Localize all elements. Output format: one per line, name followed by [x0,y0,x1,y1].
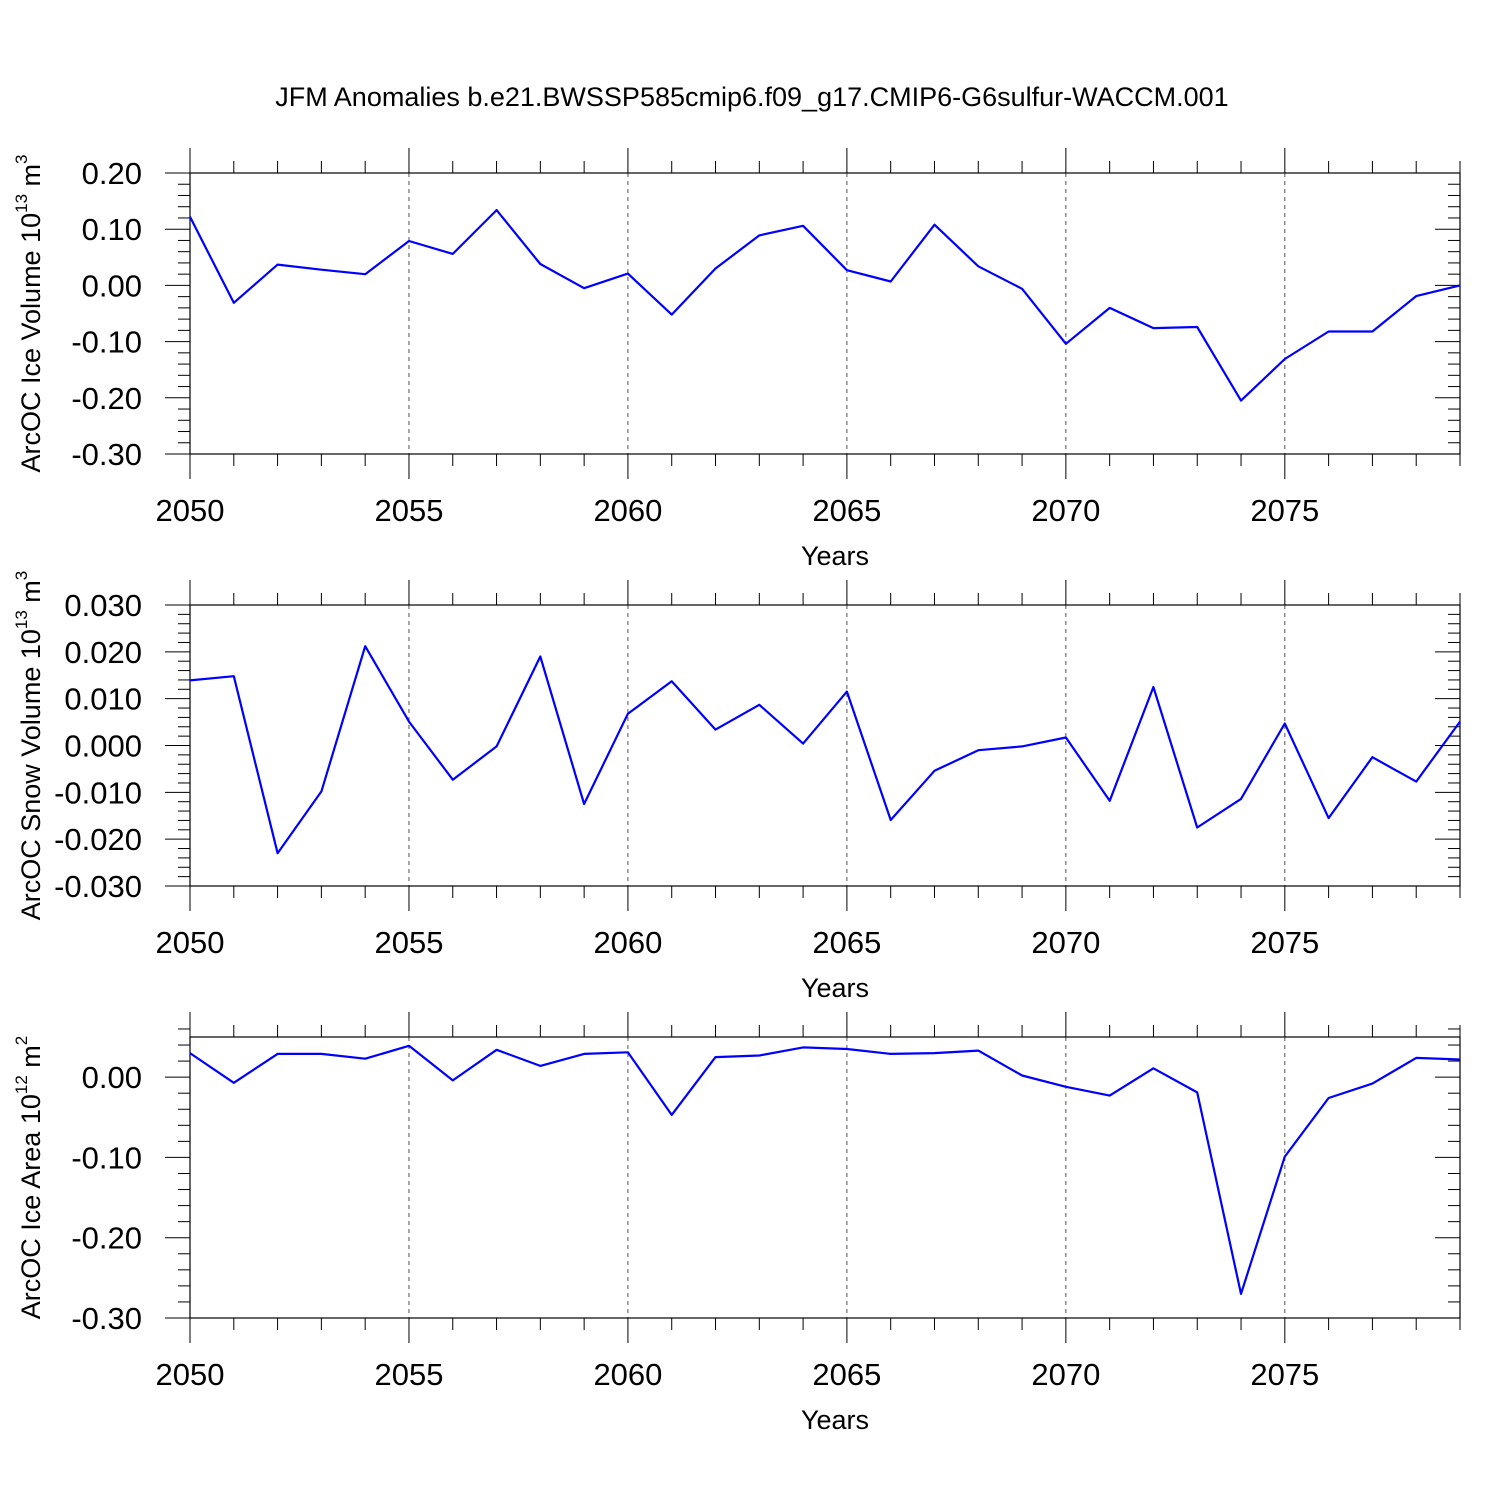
x-tick-label: 2055 [374,1357,443,1392]
x-tick-label: 2060 [593,925,662,960]
y-tick-label: -0.10 [71,1140,142,1175]
x-tick-label: 2050 [156,493,225,528]
y-tick-label: 0.020 [64,635,142,670]
y-axis-label-unit: m [16,580,46,610]
y-axis-label-unit: m [16,1045,46,1075]
x-tick-label: 2055 [374,925,443,960]
y-tick-label: -0.20 [71,381,142,416]
plot-frame [189,172,1461,455]
series-line [189,1044,1461,1296]
y-tick-label: 0.00 [82,1060,142,1095]
plot-frame [189,604,1461,887]
x-tick-label: 2065 [812,493,881,528]
y-tick-label: -0.30 [71,437,142,472]
panel-3: 2050 2055 2060 2065 2070 2075 Years -0.30 -0.20 -… [12,1012,1461,1435]
plot-frame [189,1036,1461,1319]
y-axis-label-exponent: 12 [12,1075,31,1094]
y-tick-label: 0.010 [64,682,142,717]
x-tick-label: 2065 [812,1357,881,1392]
y-tick-label: 0.20 [82,156,142,191]
y-axis-label-exponent: 13 [12,194,31,213]
x-tick-label: 2055 [374,493,443,528]
series-line [189,645,1461,855]
y-tick-label: -0.10 [71,325,142,360]
x-tick-label: 2075 [1250,925,1319,960]
y-axis-label-exponent: 13 [12,610,31,629]
x-tick-label: 2050 [156,1357,225,1392]
y-axis-label-unit: m [16,164,46,194]
y-axis-label: ArcOC Ice Volume 1013 m3 [12,154,46,472]
y-axis-label: ArcOC Snow Volume 1013 m3 [12,571,46,921]
series-line [189,209,1461,402]
figure-title: JFM Anomalies b.e21.BWSSP585cmip6.f09_g1… [275,82,1228,112]
x-axis-label: Years [801,1405,869,1435]
y-tick-label: -0.020 [54,822,142,857]
y-tick-label: 0.10 [82,212,142,247]
x-tick-label: 2050 [156,925,225,960]
x-tick-label: 2070 [1031,1357,1100,1392]
y-tick-label: -0.030 [54,869,142,904]
y-axis-label-text: ArcOC Ice Volume 10 [16,213,46,473]
y-tick-label: 0.030 [64,588,142,623]
x-axis-label: Years [801,973,869,1003]
x-axis-label: Years [801,541,869,571]
y-tick-label: -0.010 [54,775,142,810]
y-axis-label-text: ArcOC Snow Volume 10 [16,629,46,920]
x-tick-label: 2065 [812,925,881,960]
y-axis-label: ArcOC Ice Area 1012 m2 [12,1036,46,1320]
y-tick-label: 0.00 [82,268,142,303]
y-axis-label-unit-exponent: 3 [12,154,31,163]
x-tick-label: 2070 [1031,925,1100,960]
x-tick-label: 2060 [593,493,662,528]
x-tick-label: 2060 [593,1357,662,1392]
y-axis-label-unit-exponent: 2 [12,1036,31,1045]
y-tick-label: -0.30 [71,1301,142,1336]
y-axis-label-text: ArcOC Ice Area 10 [16,1094,46,1319]
y-axis-label-unit-exponent: 3 [12,571,31,580]
x-tick-label: 2075 [1250,1357,1319,1392]
x-tick-label: 2075 [1250,493,1319,528]
panel-1: 2050 2055 2060 2065 2070 2075 Years -0.30 -0.20 -… [12,148,1461,571]
y-tick-label: -0.20 [71,1221,142,1256]
x-tick-label: 2070 [1031,493,1100,528]
y-tick-label: 0.000 [64,729,142,764]
panel-2: 2050 2055 2060 2065 2070 2075 Years -0.030 -0.02… [12,571,1461,1003]
